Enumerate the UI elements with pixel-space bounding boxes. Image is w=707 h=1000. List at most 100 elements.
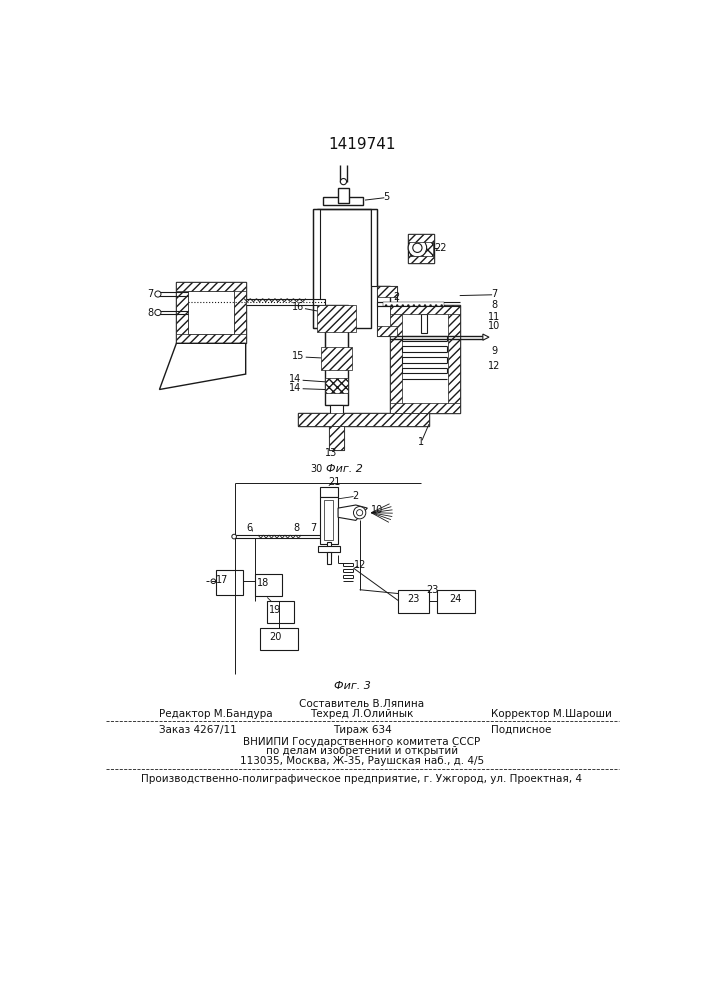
Bar: [234, 282, 246, 343]
Bar: [338, 188, 349, 203]
Text: Техред Л.Олийнык: Техред Л.Олийнык: [310, 709, 414, 719]
Text: 7: 7: [491, 289, 498, 299]
Bar: [390, 403, 460, 413]
Polygon shape: [160, 343, 246, 389]
Bar: [325, 309, 348, 363]
Bar: [320, 497, 338, 544]
Bar: [176, 282, 246, 291]
Text: 1: 1: [418, 437, 424, 447]
Text: 9: 9: [491, 346, 498, 356]
Bar: [330, 405, 343, 419]
Bar: [329, 426, 344, 450]
Bar: [421, 314, 428, 333]
Text: по делам изобретений и открытий: по делам изобретений и открытий: [266, 746, 458, 756]
Bar: [448, 305, 460, 413]
Bar: [409, 234, 433, 261]
Bar: [378, 286, 397, 336]
Text: 8: 8: [293, 523, 300, 533]
Bar: [325, 500, 334, 540]
Text: Тираж 634: Тираж 634: [332, 725, 392, 735]
Text: 30: 30: [310, 464, 322, 474]
Text: 21: 21: [328, 477, 340, 487]
Polygon shape: [338, 505, 368, 520]
Bar: [378, 286, 397, 297]
Bar: [327, 542, 331, 556]
Text: 5: 5: [383, 192, 390, 202]
Bar: [390, 305, 460, 413]
Bar: [327, 552, 331, 564]
Text: 14: 14: [289, 383, 301, 393]
Text: 18: 18: [257, 578, 269, 588]
Text: 7: 7: [147, 289, 153, 299]
Text: 16: 16: [292, 302, 304, 312]
Text: 6: 6: [247, 523, 252, 533]
Text: 23: 23: [407, 594, 420, 604]
Bar: [176, 334, 246, 343]
Bar: [321, 347, 352, 370]
Bar: [320, 487, 338, 497]
Bar: [408, 256, 434, 263]
Bar: [378, 326, 397, 336]
Text: 15: 15: [292, 351, 304, 361]
Bar: [378, 302, 390, 306]
Text: 8: 8: [147, 308, 153, 318]
Bar: [318, 546, 339, 552]
Circle shape: [356, 510, 363, 516]
Bar: [324, 197, 363, 205]
Bar: [236, 299, 325, 305]
Circle shape: [413, 243, 422, 252]
Text: 10: 10: [370, 505, 382, 515]
Bar: [313, 209, 320, 328]
Circle shape: [408, 239, 426, 257]
Bar: [298, 413, 429, 426]
Bar: [176, 282, 188, 343]
Bar: [398, 590, 429, 613]
Text: 2: 2: [394, 292, 399, 302]
Bar: [325, 378, 348, 393]
Text: 12: 12: [354, 560, 366, 570]
Bar: [298, 413, 429, 426]
Bar: [382, 302, 444, 306]
Bar: [390, 305, 402, 413]
Text: Производственно-полиграфическое предприятие, г. Ужгород, ул. Проектная, 4: Производственно-полиграфическое предприя…: [141, 774, 583, 784]
Text: 10: 10: [489, 321, 501, 331]
Text: Фиг. 2: Фиг. 2: [326, 464, 363, 474]
Text: 2: 2: [353, 491, 359, 501]
Bar: [317, 209, 371, 328]
Circle shape: [340, 179, 346, 185]
Circle shape: [155, 309, 161, 316]
Text: 11: 11: [489, 312, 501, 322]
Text: 8: 8: [491, 300, 498, 310]
Bar: [255, 574, 282, 596]
Bar: [317, 305, 356, 332]
Text: 1419741: 1419741: [328, 137, 396, 152]
Text: Заказ 4267/11: Заказ 4267/11: [160, 725, 237, 735]
Text: Корректор М.Шароши: Корректор М.Шароши: [491, 709, 612, 719]
Text: 24: 24: [450, 594, 462, 604]
Bar: [325, 305, 348, 405]
Text: 13: 13: [325, 448, 337, 458]
Bar: [267, 601, 294, 623]
Circle shape: [211, 579, 216, 584]
Text: 7: 7: [310, 523, 317, 533]
Text: 17: 17: [216, 575, 229, 585]
Bar: [437, 590, 475, 613]
Text: 14: 14: [289, 374, 301, 384]
Text: 12: 12: [489, 361, 501, 371]
Text: 20: 20: [269, 632, 282, 642]
Bar: [408, 234, 434, 263]
Text: ВНИИПИ Государственного комитета СССР: ВНИИПИ Государственного комитета СССР: [243, 737, 481, 747]
Text: 22: 22: [434, 243, 447, 253]
Text: 23: 23: [426, 585, 438, 595]
Bar: [259, 628, 298, 650]
Text: Подписное: Подписное: [491, 725, 551, 735]
Text: 113035, Москва, Ж-35, Раушская наб., д. 4/5: 113035, Москва, Ж-35, Раушская наб., д. …: [240, 756, 484, 766]
Bar: [408, 234, 434, 242]
Bar: [371, 209, 378, 286]
Bar: [176, 282, 246, 343]
Bar: [216, 570, 243, 595]
Circle shape: [354, 507, 366, 519]
Circle shape: [232, 534, 236, 539]
Text: Составитель В.Ляпина: Составитель В.Ляпина: [299, 699, 424, 709]
Text: 19: 19: [269, 605, 281, 615]
